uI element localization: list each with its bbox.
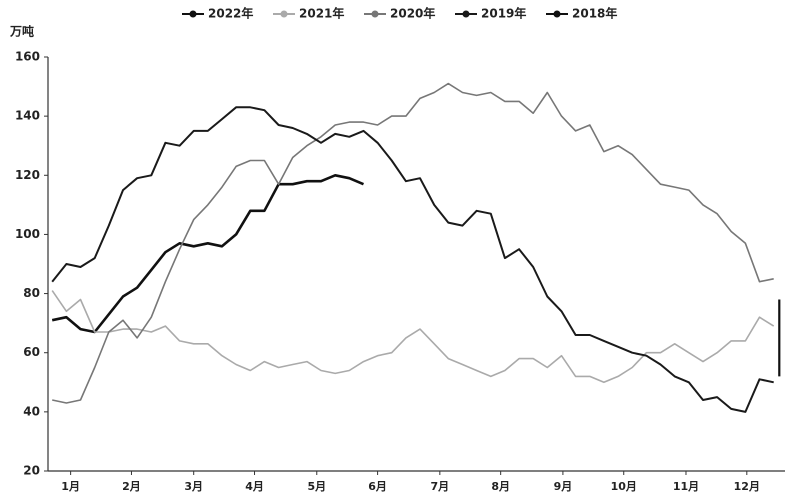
y-tick-label: 100 (15, 227, 40, 241)
legend-dot (371, 10, 379, 18)
x-tick-label: 9月 (554, 480, 573, 493)
y-tick-label: 20 (23, 464, 40, 478)
x-tick-label: 4月 (245, 480, 264, 493)
y-tick-label: 160 (15, 50, 40, 64)
legend-label: 2019年 (481, 6, 526, 21)
y-tick-label: 120 (15, 168, 40, 182)
x-tick-label: 10月 (611, 480, 637, 493)
x-tick-label: 2月 (122, 480, 141, 493)
y-axis-label: 万吨 (9, 24, 34, 39)
series-line (52, 82, 774, 404)
series-line (51, 290, 775, 384)
x-tick-label: 12月 (734, 480, 760, 493)
x-tick-label: 7月 (431, 480, 450, 493)
legend-dot (189, 10, 197, 18)
x-tick-label: 6月 (368, 480, 387, 493)
legend-label: 2022年 (208, 6, 253, 21)
x-tick-label: 8月 (491, 480, 510, 493)
y-tick-label: 80 (23, 286, 40, 300)
legend-dot (280, 10, 288, 18)
series-line (51, 106, 774, 413)
x-tick-label: 1月 (61, 480, 80, 493)
legend-label: 2021年 (299, 6, 344, 21)
legend-dot (462, 10, 470, 18)
x-tick-label: 3月 (184, 480, 203, 493)
y-tick-label: 60 (23, 345, 40, 359)
y-tick-label: 40 (23, 404, 40, 418)
series-line (51, 174, 365, 334)
x-tick-label: 11月 (673, 480, 699, 493)
legend-dot (553, 10, 561, 18)
legend-label: 2020年 (390, 6, 435, 21)
y-tick-label: 140 (15, 109, 40, 123)
x-tick-label: 5月 (307, 480, 326, 493)
legend-label: 2018年 (572, 6, 617, 21)
